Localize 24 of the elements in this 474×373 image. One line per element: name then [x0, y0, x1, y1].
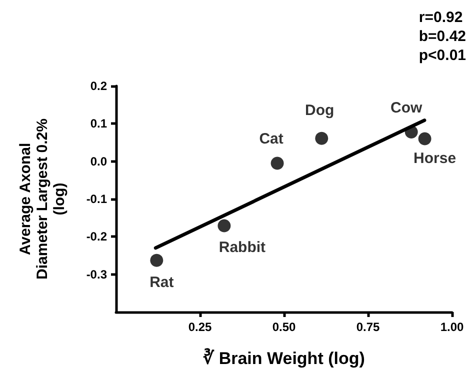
y-tick-label: -0.2 — [86, 230, 108, 244]
x-tick-label: 1.00 — [440, 320, 464, 334]
x-tick-label: 0.75 — [356, 320, 380, 334]
annotation: Rabbit — [218, 239, 266, 256]
annotation: Dog — [305, 102, 334, 119]
annotation: Cat — [259, 130, 284, 148]
y-tick-label: -0.1 — [86, 192, 108, 206]
point — [150, 254, 164, 267]
point — [270, 156, 284, 170]
x-axis-title: ∛ Brain Weight (log) — [203, 348, 365, 368]
point — [218, 219, 231, 232]
annotation: Cow — [390, 99, 423, 116]
annotation: Rat — [150, 274, 174, 291]
y-axis-title: Average Axonal Diameter Largest 0.2% (log) — [17, 118, 68, 280]
y-tick-label: 0.1 — [90, 116, 108, 131]
point — [315, 132, 328, 145]
point — [418, 132, 432, 146]
x-tick-label: 0.25 — [188, 320, 212, 334]
text: r=0.92 b=0.42 p<0.01 — [418, 9, 466, 64]
annotation: Horse — [414, 150, 456, 168]
y-tick-label: 0.0 — [90, 154, 108, 168]
x-tick-label: 0.50 — [272, 320, 296, 334]
y-tick-label: 0.2 — [90, 79, 108, 93]
y-tick-label: -0.3 — [86, 267, 108, 282]
